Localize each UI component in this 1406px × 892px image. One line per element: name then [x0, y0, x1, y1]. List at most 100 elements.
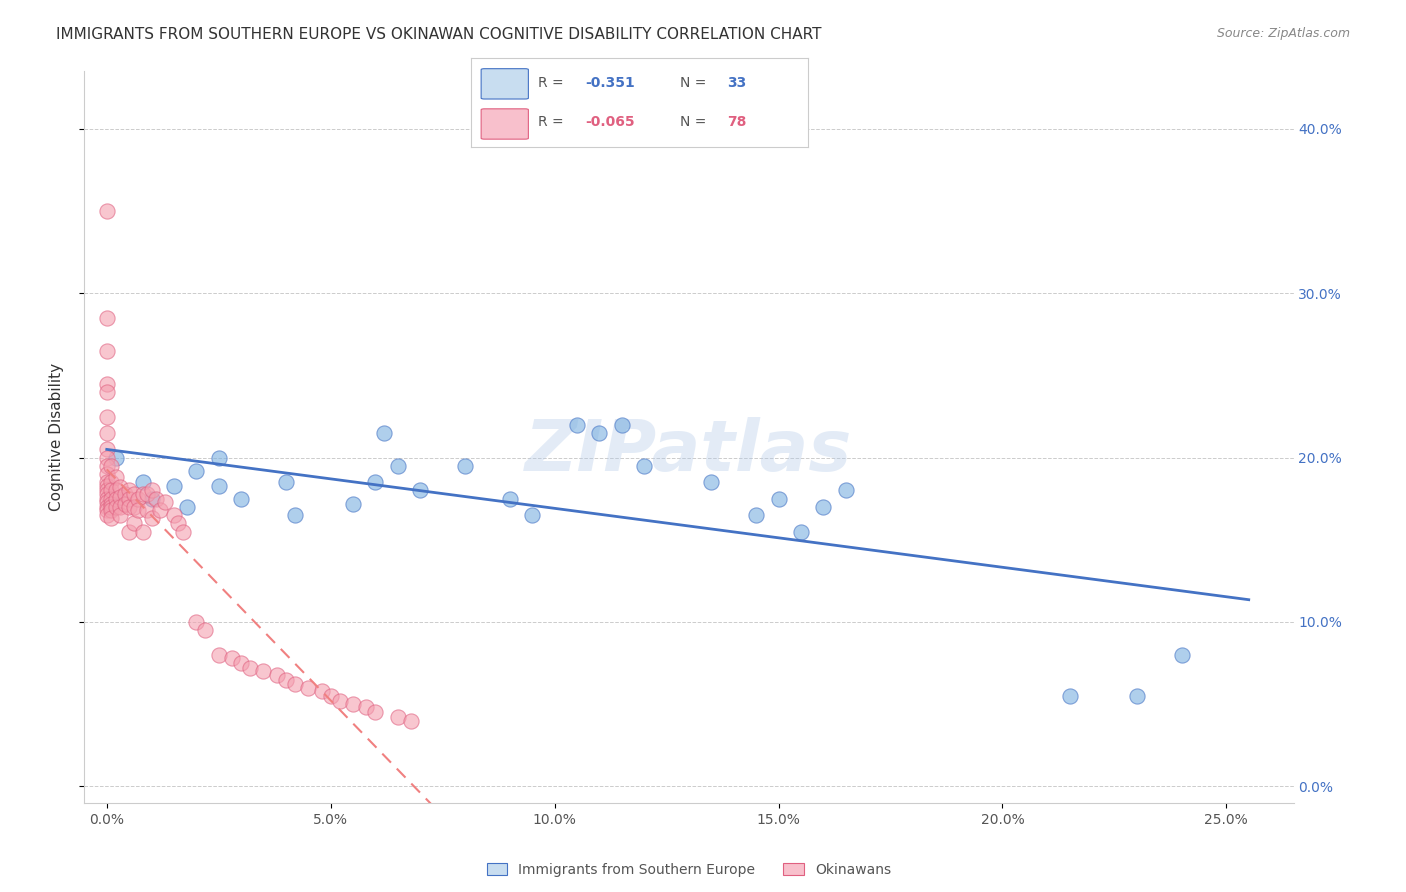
Point [297, 681, 319, 695]
Point [108, 500, 131, 514]
Point [96, 478, 118, 492]
Point [100, 503, 122, 517]
Point [141, 483, 163, 498]
Point [274, 673, 297, 687]
Text: N =: N = [681, 76, 707, 90]
FancyBboxPatch shape [481, 69, 529, 99]
Point [329, 694, 352, 708]
Point [96, 487, 118, 501]
Point [96, 384, 118, 399]
Text: R =: R = [538, 115, 564, 129]
Point [208, 478, 231, 492]
Point [118, 524, 141, 539]
Point [96, 495, 118, 509]
Point [1170, 648, 1192, 662]
Point [100, 491, 122, 506]
Point [114, 497, 136, 511]
Point [172, 524, 194, 539]
Point [221, 651, 243, 665]
Point [342, 497, 364, 511]
Point [229, 656, 252, 670]
Point [163, 478, 186, 492]
Legend: Immigrants from Southern Europe, Okinawans: Immigrants from Southern Europe, Okinawa… [479, 855, 898, 884]
Point [409, 483, 432, 498]
Point [118, 483, 141, 498]
Point [136, 487, 159, 501]
Text: 33: 33 [727, 76, 747, 90]
Point [167, 516, 190, 531]
Point [284, 508, 307, 523]
Point [96, 500, 118, 514]
Point [610, 417, 633, 432]
Point [96, 458, 118, 473]
Point [100, 483, 122, 498]
Point [186, 615, 208, 629]
Text: ZIPatlas: ZIPatlas [526, 417, 852, 486]
Point [100, 458, 122, 473]
Point [153, 495, 176, 509]
Point [499, 491, 522, 506]
Point [96, 425, 118, 440]
Point [834, 483, 856, 498]
Text: -0.351: -0.351 [586, 76, 636, 90]
Point [141, 491, 163, 506]
Point [364, 475, 387, 490]
Text: -0.065: -0.065 [586, 115, 636, 129]
Point [194, 624, 217, 638]
Point [100, 511, 122, 525]
Point [127, 491, 149, 506]
Point [96, 376, 118, 391]
Point [108, 490, 131, 504]
Point [108, 480, 131, 494]
Point [100, 500, 122, 514]
Point [108, 508, 131, 523]
Point [176, 500, 198, 514]
Point [1126, 689, 1149, 703]
Point [208, 648, 231, 662]
Point [100, 497, 122, 511]
Point [118, 491, 141, 506]
Point [96, 483, 118, 498]
Point [284, 677, 307, 691]
Point [186, 464, 208, 478]
Point [813, 500, 835, 514]
Point [122, 500, 145, 514]
Point [565, 417, 588, 432]
Point [208, 450, 231, 465]
Point [131, 475, 153, 490]
Point [96, 450, 118, 465]
Point [114, 487, 136, 501]
Y-axis label: Cognitive Disability: Cognitive Disability [49, 363, 63, 511]
Point [131, 487, 153, 501]
Point [96, 508, 118, 523]
Point [141, 511, 163, 525]
Point [364, 706, 387, 720]
Point [356, 700, 378, 714]
Point [149, 503, 172, 517]
Point [104, 483, 127, 498]
Point [700, 475, 723, 490]
Point [96, 343, 118, 358]
Point [1059, 689, 1081, 703]
Point [104, 450, 127, 465]
Text: IMMIGRANTS FROM SOUTHERN EUROPE VS OKINAWAN COGNITIVE DISABILITY CORRELATION CHA: IMMIGRANTS FROM SOUTHERN EUROPE VS OKINA… [56, 27, 821, 42]
Point [745, 508, 768, 523]
Point [373, 425, 395, 440]
Point [274, 475, 297, 490]
Point [311, 684, 333, 698]
Point [118, 500, 141, 514]
Point [96, 409, 118, 424]
Text: N =: N = [681, 115, 707, 129]
Text: Source: ZipAtlas.com: Source: ZipAtlas.com [1216, 27, 1350, 40]
Point [163, 508, 186, 523]
Point [387, 458, 409, 473]
Point [131, 524, 153, 539]
Point [96, 475, 118, 490]
Point [96, 204, 118, 219]
Point [454, 458, 477, 473]
Point [122, 487, 145, 501]
Point [96, 467, 118, 481]
Point [522, 508, 544, 523]
Text: 78: 78 [727, 115, 747, 129]
Point [790, 524, 813, 539]
